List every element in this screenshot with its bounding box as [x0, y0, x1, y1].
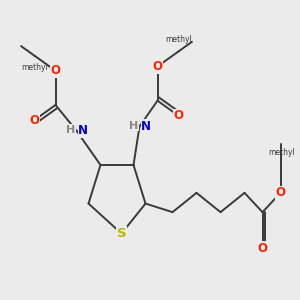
- Text: methyl: methyl: [21, 63, 48, 72]
- Text: H: H: [130, 121, 139, 130]
- Text: O: O: [50, 64, 61, 77]
- Text: methyl: methyl: [165, 35, 192, 44]
- Text: N: N: [141, 120, 151, 133]
- Text: O: O: [173, 109, 184, 122]
- Text: O: O: [29, 113, 40, 127]
- Text: N: N: [78, 124, 88, 137]
- Text: O: O: [152, 60, 163, 73]
- Text: S: S: [117, 227, 126, 240]
- Text: H: H: [67, 125, 76, 135]
- Text: O: O: [275, 186, 286, 200]
- Text: O: O: [257, 242, 268, 255]
- Text: methyl: methyl: [268, 148, 296, 157]
